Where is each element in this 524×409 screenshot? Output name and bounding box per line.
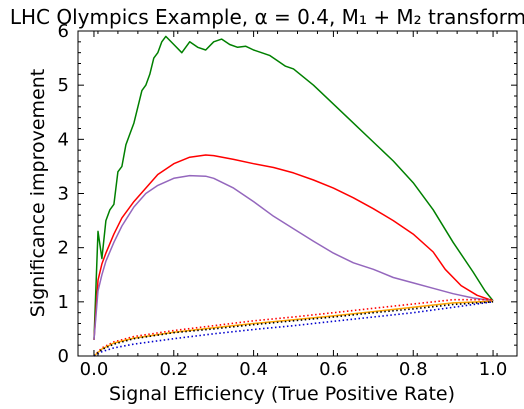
x-tick-label: 1.0	[479, 359, 508, 380]
y-tick-label: 6	[58, 21, 69, 42]
series-line-4	[93, 300, 494, 357]
plot-area: 0.0 0.2 0.4 0.6 0.8 1.0 0 1 2 3 4 5 6	[58, 21, 518, 380]
x-axis-ticks: 0.0 0.2 0.4 0.6 0.8 1.0	[77, 31, 508, 380]
series-line-5	[93, 301, 494, 357]
y-tick-label: 4	[58, 129, 69, 150]
y-tick-label: 3	[58, 184, 69, 205]
series-line-6	[93, 301, 494, 357]
x-tick-label: 0.6	[319, 359, 348, 380]
series-line-2	[93, 174, 494, 340]
x-axis-label: Signal Efficiency (True Positive Rate)	[109, 383, 455, 405]
y-tick-label: 1	[58, 292, 69, 313]
series-line-0	[93, 35, 494, 340]
series-line-3	[93, 298, 494, 357]
chart-title: LHC Olympics Example, α = 0.4, M₁ + M₂ t…	[10, 5, 524, 29]
y-tick-label: 0	[58, 346, 69, 367]
series-layer	[93, 35, 494, 357]
y-tick-label: 5	[58, 75, 69, 96]
x-tick-label: 0.2	[159, 359, 188, 380]
x-tick-label: 0.4	[239, 359, 268, 380]
y-axis-ticks: 0 1 2 3 4 5 6	[58, 21, 517, 367]
series-line-1	[93, 154, 494, 340]
y-tick-label: 2	[58, 238, 69, 259]
x-tick-label: 0.0	[80, 359, 109, 380]
x-tick-label: 0.8	[399, 359, 428, 380]
y-axis-label: Significance improvement	[27, 69, 49, 317]
